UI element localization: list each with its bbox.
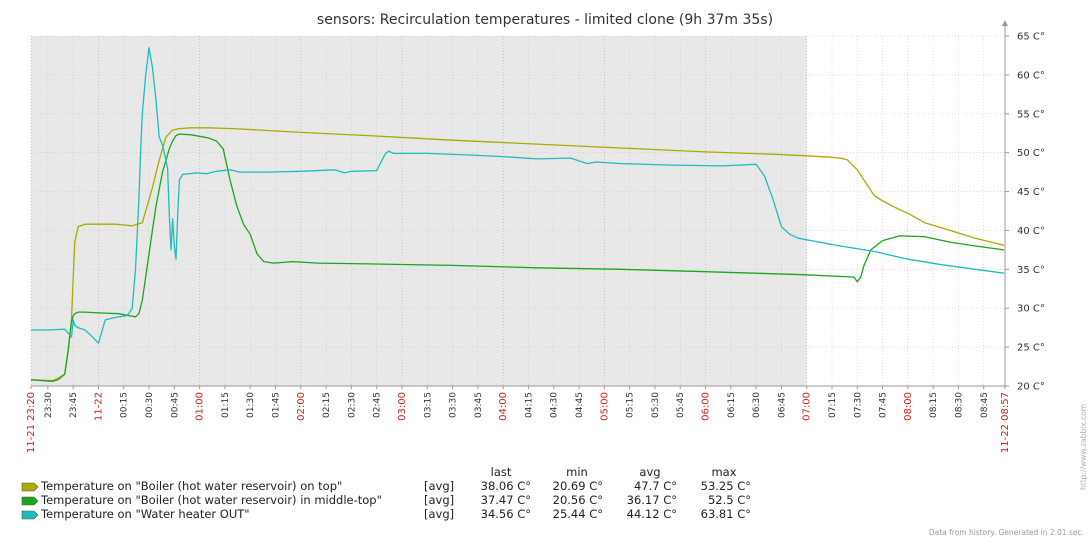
x-tick-label: 03:30 — [449, 392, 459, 418]
x-tick-label: 04:15 — [524, 392, 534, 418]
legend-avg-2: 36.17 C° — [627, 493, 677, 507]
series-line-3 — [31, 47, 1005, 344]
y-tick-label: 50 C° — [1017, 148, 1045, 159]
x-tick-label: 05:00 — [599, 392, 610, 421]
grid-lines — [30, 35, 1006, 387]
y-tick-label: 55 C° — [1017, 109, 1045, 120]
x-tick-label: 04:00 — [498, 392, 509, 421]
legend-swatch-1 — [21, 482, 39, 492]
x-tick-label: 11-21 23:20 — [26, 392, 37, 453]
y-tick-label: 65 C° — [1017, 32, 1045, 43]
x-tick-label: 08:15 — [929, 392, 939, 418]
watermark-text: http://www.zabbix.com — [1079, 404, 1088, 490]
legend-last-1: 38.06 C° — [481, 479, 531, 493]
legend-header-min: min — [566, 465, 588, 479]
legend-swatch-2 — [21, 496, 39, 506]
legend-func-3: [avg] — [424, 507, 454, 521]
legend: last min avg max Temperature on "Boiler … — [21, 465, 751, 521]
x-tick-label: 07:30 — [853, 392, 863, 418]
plot-background — [31, 36, 1005, 386]
legend-min-1: 20.69 C° — [553, 479, 603, 493]
x-tick-label: 02:30 — [347, 392, 357, 418]
x-tick-label: 03:45 — [474, 392, 484, 418]
data-period-shade — [31, 36, 807, 386]
legend-header-max: max — [711, 465, 736, 479]
x-tick-label: 00:15 — [120, 392, 130, 418]
series-lines — [30, 47, 1005, 382]
y-tick-label: 25 C° — [1017, 343, 1045, 354]
legend-header-last: last — [491, 465, 512, 479]
legend-min-3: 25.44 C° — [553, 507, 603, 521]
legend-rows: Temperature on "Boiler (hot water reserv… — [21, 479, 751, 521]
chart-title: sensors: Recirculation temperatures - li… — [317, 12, 773, 28]
x-tick-label: 05:15 — [626, 392, 636, 418]
x-tick-label: 01:15 — [221, 392, 231, 418]
x-tick-label: 01:30 — [246, 392, 256, 418]
y-tick-label: 60 C° — [1017, 70, 1045, 81]
x-tick-label: 23:45 — [69, 392, 79, 418]
legend-min-2: 20.56 C° — [553, 493, 603, 507]
legend-func-2: [avg] — [424, 493, 454, 507]
series-line-2 — [30, 133, 1005, 382]
x-tick-label: 03:15 — [423, 392, 433, 418]
x-tick-label: 01:00 — [195, 392, 206, 421]
legend-label-3: Temperature on "Water heater OUT" — [40, 507, 250, 521]
x-tick-label: 07:00 — [802, 392, 813, 421]
x-tick-label: 04:30 — [550, 392, 560, 418]
x-tick-label: 08:45 — [980, 392, 990, 418]
x-axis: 11-21 23:20 23:30 23:45 11-22 00:15 00:30 00:4… — [26, 385, 1011, 453]
footer-text: Data from history. Generated in 2.01 sec… — [929, 528, 1084, 537]
legend-last-3: 34.56 C° — [481, 507, 531, 521]
x-tick-label: 07:45 — [879, 392, 889, 418]
x-tick-label: 00:45 — [170, 392, 180, 418]
x-tick-label: 02:45 — [373, 392, 383, 418]
x-tick-label: 08:30 — [954, 392, 964, 418]
x-tick-label: 02:15 — [322, 392, 332, 418]
y-tick-label: 20 C° — [1017, 382, 1045, 393]
y-axis: 20 C° 25 C° 30 C° 35 C° 40 C° 45 C° 50 C° 55 C°… — [1002, 20, 1045, 393]
y-tick-label: 35 C° — [1017, 265, 1045, 276]
x-tick-label: 08:00 — [903, 392, 914, 421]
x-tick-label: 04:45 — [575, 392, 585, 418]
x-tick-label: 23:30 — [44, 392, 54, 418]
legend-header-avg: avg — [639, 465, 660, 479]
x-tick-label: 07:15 — [828, 392, 838, 418]
x-tick-label: 11-22 — [93, 392, 104, 421]
x-tick-label: 06:45 — [777, 392, 787, 418]
legend-label-1: Temperature on "Boiler (hot water reserv… — [40, 479, 342, 493]
x-tick-label: 06:15 — [727, 392, 737, 418]
y-axis-arrow — [1002, 20, 1008, 26]
x-tick-label: 01:45 — [272, 392, 282, 418]
x-tick-label: 06:30 — [752, 392, 762, 418]
legend-avg-1: 47.7 C° — [634, 479, 677, 493]
x-tick-label: 06:00 — [701, 392, 712, 421]
y-tick-label: 45 C° — [1017, 187, 1045, 198]
legend-func-1: [avg] — [424, 479, 454, 493]
legend-max-2: 52.5 C° — [708, 493, 751, 507]
legend-last-2: 37.47 C° — [481, 493, 531, 507]
x-tick-label: 03:00 — [397, 392, 408, 421]
x-tick-label: 02:00 — [296, 392, 307, 421]
y-tick-label: 30 C° — [1017, 304, 1045, 315]
x-tick-label: 11-22 08:57 — [1000, 392, 1011, 453]
legend-swatch-3 — [21, 510, 39, 520]
series-line-1 — [30, 127, 1005, 382]
legend-max-1: 53.25 C° — [701, 479, 751, 493]
x-tick-label: 00:30 — [145, 392, 155, 418]
legend-max-3: 63.81 C° — [701, 507, 751, 521]
legend-avg-3: 44.12 C° — [627, 507, 677, 521]
x-tick-label: 05:45 — [676, 392, 686, 418]
legend-label-2: Temperature on "Boiler (hot water reserv… — [40, 493, 382, 507]
x-tick-label: 05:30 — [651, 392, 661, 418]
y-tick-label: 40 C° — [1017, 226, 1045, 237]
